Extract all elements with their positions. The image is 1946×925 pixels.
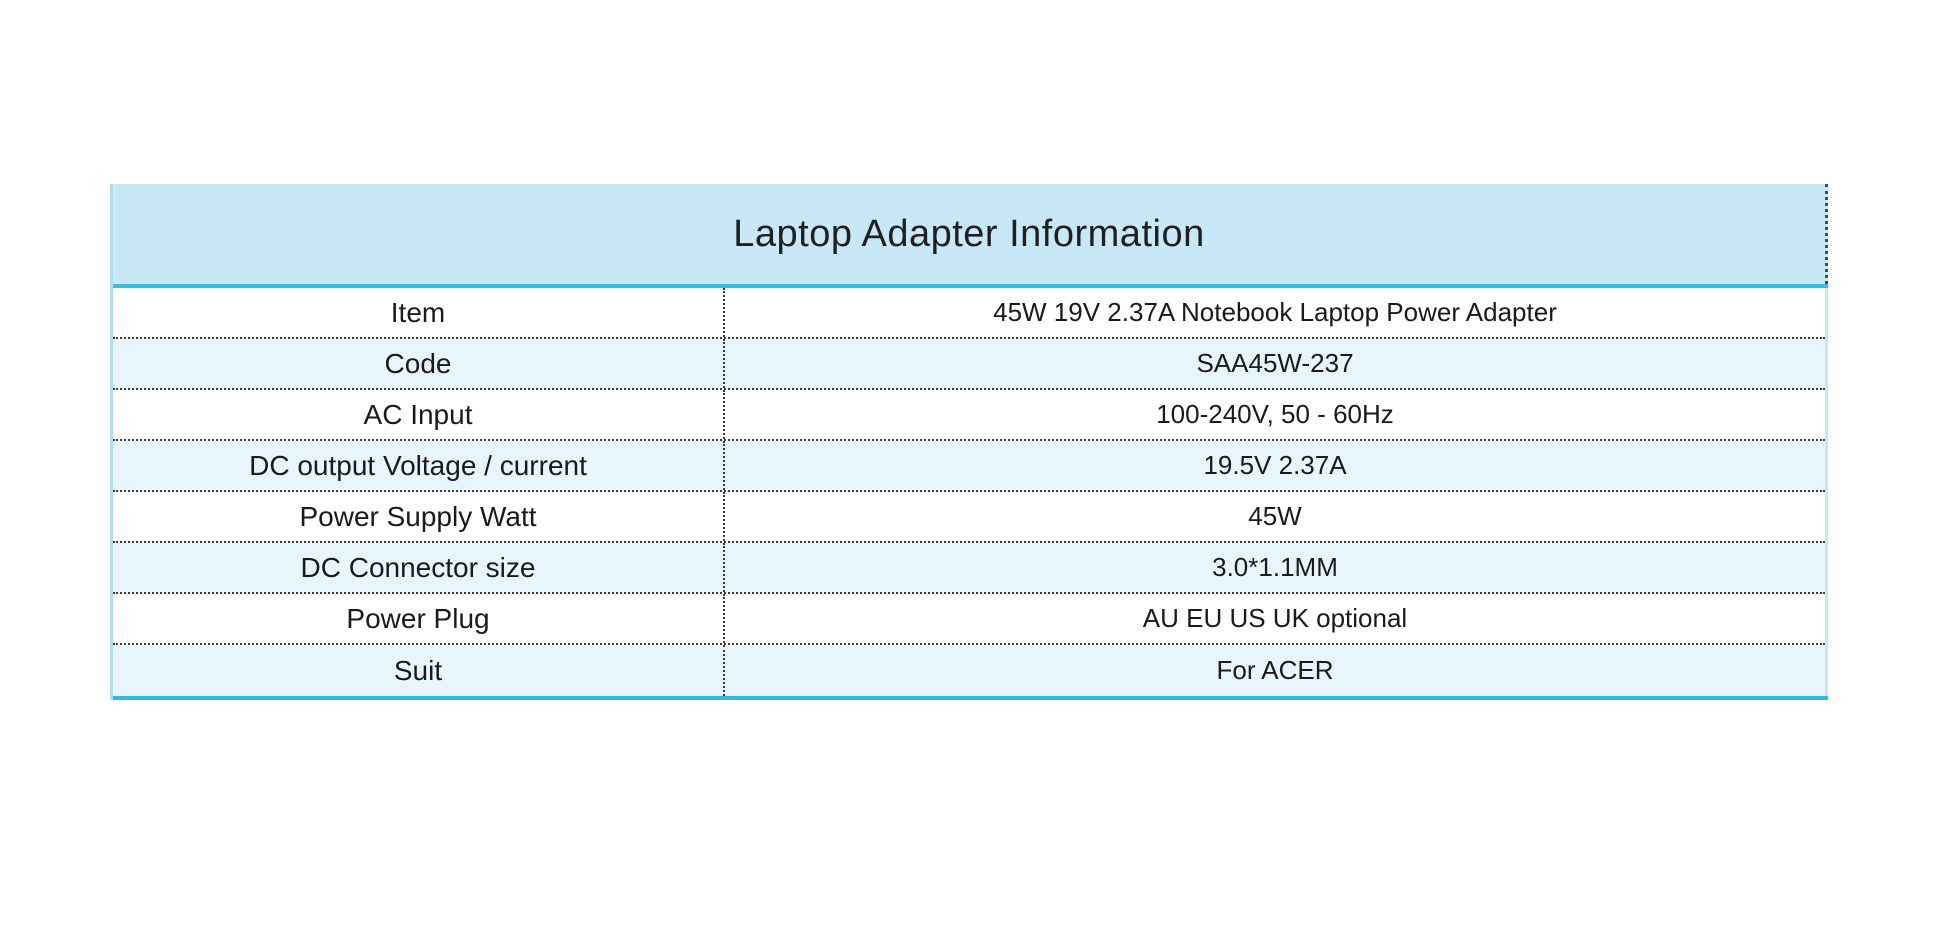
row-label: Item — [113, 288, 725, 337]
table-header: Laptop Adapter Information — [113, 184, 1828, 284]
table-row: Power Plug AU EU US UK optional — [113, 594, 1825, 645]
row-value: 100-240V, 50 - 60Hz — [1156, 399, 1394, 429]
row-value: AU EU US UK optional — [1142, 603, 1408, 633]
row-value: For ACER — [1216, 655, 1334, 685]
row-value: SAA45W-237 — [1196, 348, 1354, 378]
table-row: AC Input 100-240V, 50 - 60Hz — [113, 390, 1825, 441]
table-body: Item 45W 19V 2.37A Notebook Laptop Power… — [113, 288, 1828, 696]
header-accent-line — [113, 284, 1828, 288]
bottom-accent-line — [113, 696, 1828, 700]
row-label: Power Supply Watt — [113, 492, 725, 541]
row-label: AC Input — [113, 390, 725, 439]
row-label: Code — [113, 339, 725, 388]
row-value: 19.5V 2.37A — [1203, 450, 1347, 480]
table-title: Laptop Adapter Information — [733, 212, 1205, 255]
row-label: Power Plug — [113, 594, 725, 643]
table-row: Suit For ACER — [113, 645, 1825, 696]
table-row: Item 45W 19V 2.37A Notebook Laptop Power… — [113, 288, 1825, 339]
table-row: Power Supply Watt 45W — [113, 492, 1825, 543]
table-row: Code SAA45W-237 — [113, 339, 1825, 390]
table-row: DC Connector size 3.0*1.1MM — [113, 543, 1825, 594]
row-label: DC Connector size — [113, 543, 725, 592]
row-value: 45W — [1248, 501, 1302, 531]
table-row: DC output Voltage / current 19.5V 2.37A — [113, 441, 1825, 492]
row-value: 3.0*1.1MM — [1212, 552, 1338, 582]
row-value: 45W 19V 2.37A Notebook Laptop Power Adap… — [993, 297, 1557, 327]
adapter-info-table: Laptop Adapter Information Item 45W 19V … — [110, 184, 1828, 700]
row-label: DC output Voltage / current — [113, 441, 725, 490]
row-label: Suit — [113, 645, 725, 696]
